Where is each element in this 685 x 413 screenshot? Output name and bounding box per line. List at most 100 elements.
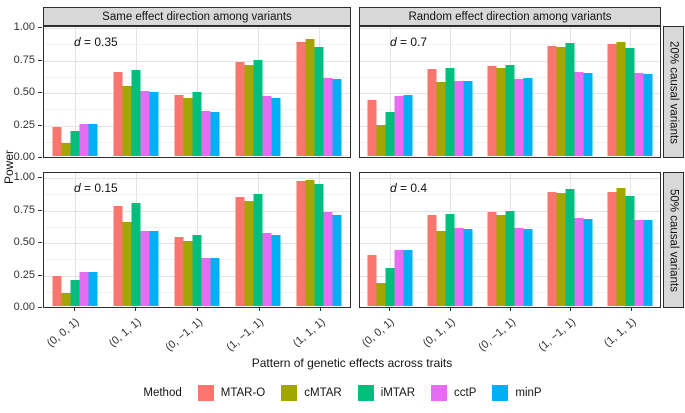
bar-MTAR-O xyxy=(427,215,437,306)
bar-group xyxy=(607,41,653,156)
bar-cctP xyxy=(574,71,584,156)
x-tick-mark xyxy=(197,308,198,311)
bar-MTAR-O xyxy=(547,45,557,156)
bar-iMTAR xyxy=(131,70,141,156)
bar-group xyxy=(113,203,159,306)
bar-cMTAR xyxy=(436,81,446,156)
d-annotation: d = 0.35 xyxy=(74,35,118,49)
bar-group xyxy=(174,92,220,156)
bar-cMTAR xyxy=(305,179,315,306)
bar-MTAR-O xyxy=(547,191,557,306)
bar-iMTAR xyxy=(625,195,635,306)
facet-strip-random-direction: Random effect direction among variants xyxy=(359,7,661,26)
x-tick-mark xyxy=(630,308,632,311)
bar-cctP xyxy=(140,91,150,156)
y-tick-mark xyxy=(38,157,42,158)
bar-group xyxy=(487,65,533,156)
bar-iMTAR xyxy=(314,183,324,306)
x-tick-mark xyxy=(510,308,511,311)
bar-MTAR-O xyxy=(367,100,377,156)
d-annotation: d = 0.15 xyxy=(74,181,118,195)
bar-cMTAR xyxy=(496,215,506,306)
x-tick-label: (0, 1, 1) xyxy=(420,316,458,350)
y-tick-label: 0.75 xyxy=(13,53,35,66)
bar-cctP xyxy=(394,250,404,306)
x-tick-mark xyxy=(73,308,75,311)
bar-minP xyxy=(403,94,413,156)
bar-MTAR-O xyxy=(367,255,377,306)
bar-cMTAR xyxy=(183,241,193,306)
legend-title: Method xyxy=(143,387,182,399)
x-axis-left-column: (0, 0, 1) (0, 1, 1) (0, −1, 1) (1, −1, 1) (1… xyxy=(43,308,351,358)
d-annotation: d = 0.7 xyxy=(390,35,428,49)
bar-cMTAR xyxy=(496,67,506,156)
bar-minP xyxy=(149,230,159,306)
bar-cMTAR xyxy=(122,85,132,156)
panel-random-50pct: d = 0.4 xyxy=(359,172,661,308)
gridline-vertical xyxy=(74,27,76,157)
bar-cMTAR xyxy=(305,39,315,156)
y-tick-mark xyxy=(38,274,42,276)
gridline-vertical xyxy=(197,27,198,157)
gridline-vertical xyxy=(74,173,76,307)
bar-group xyxy=(235,59,281,156)
bar-MTAR-O xyxy=(607,44,617,156)
bar-cMTAR xyxy=(436,230,446,306)
bar-cMTAR xyxy=(183,97,193,156)
bar-cMTAR xyxy=(61,143,71,156)
bar-iMTAR xyxy=(131,203,141,306)
bar-iMTAR xyxy=(385,268,395,306)
bar-iMTAR xyxy=(505,65,515,156)
bar-minP xyxy=(210,111,220,156)
gridline-vertical xyxy=(390,173,391,307)
bar-MTAR-O xyxy=(235,196,245,306)
facet-strip-50pct-causal: 50% causal variants xyxy=(663,172,684,308)
bar-cctP xyxy=(634,72,644,156)
bar-minP xyxy=(463,80,473,156)
bar-group xyxy=(113,70,159,156)
y-axis-bottom-row: 0.00 0.25 0.50 0.75 1.00 xyxy=(0,171,43,313)
bar-MTAR-O xyxy=(296,41,306,156)
bar-minP xyxy=(149,92,159,156)
bar-minP xyxy=(271,234,281,306)
bar-group xyxy=(427,213,473,306)
bar-MTAR-O xyxy=(607,191,617,306)
x-tick-mark xyxy=(449,308,451,311)
x-tick-label: (0, −1, 1) xyxy=(476,316,518,354)
y-tick-mark xyxy=(38,209,42,211)
bar-minP xyxy=(643,220,653,306)
x-tick-mark xyxy=(389,308,391,311)
legend: Method MTAR-O cMTAR iMTAR cctP minP xyxy=(0,381,685,405)
bar-group xyxy=(367,94,413,156)
bar-iMTAR xyxy=(253,59,263,156)
bar-cctP xyxy=(394,96,404,156)
x-tick-label: (0, 1, 1) xyxy=(106,316,144,350)
bar-minP xyxy=(88,272,98,306)
y-tick-label: 0.00 xyxy=(13,301,35,313)
d-annotation: d = 0.4 xyxy=(390,181,428,195)
panel-random-20pct: d = 0.7 xyxy=(359,26,661,158)
x-tick-label: (0, −1, 1) xyxy=(163,316,205,354)
bar-cMTAR xyxy=(376,282,386,306)
legend-item-mtar-o: MTAR-O xyxy=(197,385,265,401)
bar-cctP xyxy=(79,123,89,156)
bar-group xyxy=(174,234,220,306)
panel-same-20pct: d = 0.35 xyxy=(43,26,351,158)
x-tick-mark xyxy=(135,308,137,311)
x-tick-label: (0, 0, 1) xyxy=(360,316,397,350)
x-tick-label: (1, −1, 1) xyxy=(536,316,579,354)
bar-cctP xyxy=(79,272,89,306)
bar-group xyxy=(607,187,653,306)
x-axis-title: Pattern of genetic effects across traits xyxy=(251,356,453,370)
bar-minP xyxy=(583,218,593,306)
x-tick-mark xyxy=(258,308,260,311)
bar-MTAR-O xyxy=(487,212,497,306)
x-tick-label: (0, 0, 1) xyxy=(44,316,82,350)
y-tick-mark xyxy=(38,92,42,93)
minp-color-swatch xyxy=(492,385,509,401)
bar-group xyxy=(547,189,593,306)
bar-MTAR-O xyxy=(174,237,184,306)
facet-strip-20pct-causal: 20% causal variants xyxy=(663,26,684,158)
bar-iMTAR xyxy=(565,189,575,306)
bar-cMTAR xyxy=(556,46,566,156)
